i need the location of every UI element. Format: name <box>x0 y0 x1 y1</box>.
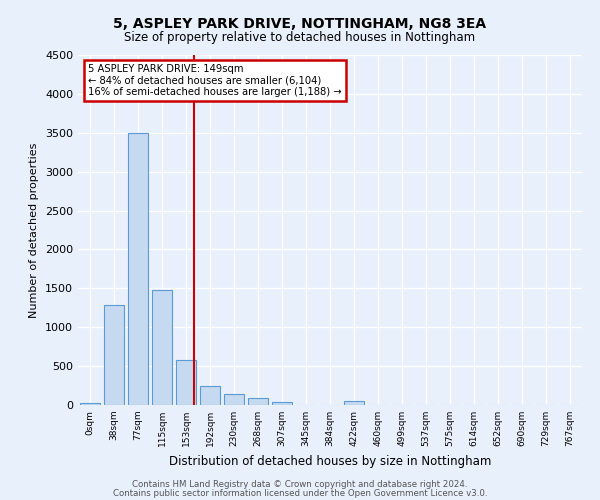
Bar <box>152 290 172 405</box>
Bar <box>224 394 244 405</box>
Text: Contains HM Land Registry data © Crown copyright and database right 2024.: Contains HM Land Registry data © Crown c… <box>132 480 468 489</box>
Bar <box>176 360 196 405</box>
Bar <box>344 401 364 405</box>
Bar <box>80 402 100 405</box>
Bar <box>272 402 292 405</box>
X-axis label: Distribution of detached houses by size in Nottingham: Distribution of detached houses by size … <box>169 454 491 468</box>
Bar <box>248 398 268 405</box>
Text: Size of property relative to detached houses in Nottingham: Size of property relative to detached ho… <box>124 31 476 44</box>
Text: Contains public sector information licensed under the Open Government Licence v3: Contains public sector information licen… <box>113 488 487 498</box>
Bar <box>128 133 148 405</box>
Bar <box>200 386 220 405</box>
Y-axis label: Number of detached properties: Number of detached properties <box>29 142 40 318</box>
Bar <box>104 306 124 405</box>
Text: 5 ASPLEY PARK DRIVE: 149sqm
← 84% of detached houses are smaller (6,104)
16% of : 5 ASPLEY PARK DRIVE: 149sqm ← 84% of det… <box>88 64 342 97</box>
Text: 5, ASPLEY PARK DRIVE, NOTTINGHAM, NG8 3EA: 5, ASPLEY PARK DRIVE, NOTTINGHAM, NG8 3E… <box>113 18 487 32</box>
